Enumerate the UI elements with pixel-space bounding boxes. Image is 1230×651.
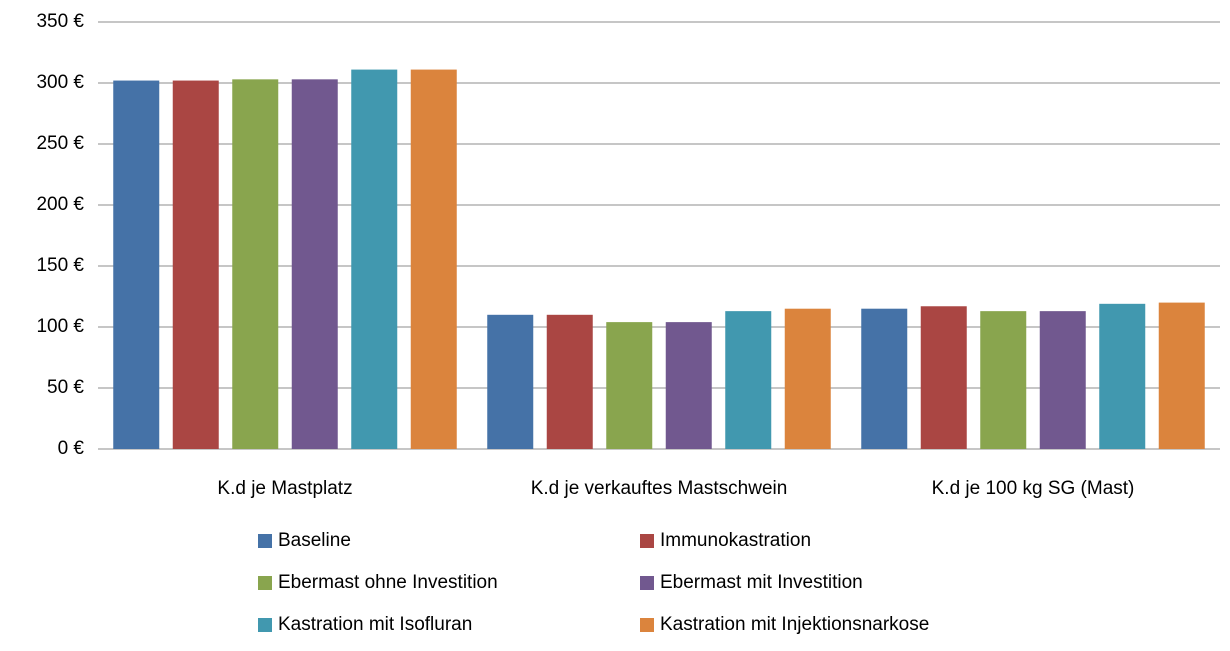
bar bbox=[546, 314, 593, 449]
x-tick-label: K.d je Mastplatz bbox=[217, 478, 352, 499]
legend-label: Ebermast mit Investition bbox=[660, 572, 863, 593]
bar bbox=[232, 79, 279, 449]
y-tick-label: 50 € bbox=[47, 377, 84, 398]
bar bbox=[1039, 311, 1086, 449]
bar bbox=[725, 311, 772, 449]
y-tick-label: 350 € bbox=[36, 11, 84, 32]
legend-label: Kastration mit Injektionsnarkose bbox=[660, 614, 929, 635]
bar bbox=[606, 322, 653, 449]
legend-swatch bbox=[640, 618, 654, 632]
legend-swatch bbox=[258, 618, 272, 632]
bar bbox=[291, 79, 338, 449]
bar bbox=[172, 80, 219, 449]
legend-swatch bbox=[258, 576, 272, 590]
legend-swatch bbox=[640, 576, 654, 590]
x-tick-label: K.d je verkauftes Mastschwein bbox=[531, 478, 788, 499]
y-tick-label: 100 € bbox=[36, 316, 84, 337]
y-tick-label: 250 € bbox=[36, 133, 84, 154]
legend-label: Kastration mit Isofluran bbox=[278, 614, 472, 635]
y-tick-label: 150 € bbox=[36, 255, 84, 276]
bar bbox=[1099, 303, 1146, 449]
bar bbox=[920, 306, 967, 449]
y-tick-label: 0 € bbox=[58, 438, 85, 459]
legend-swatch bbox=[258, 534, 272, 548]
bar bbox=[980, 311, 1027, 449]
bar bbox=[487, 314, 534, 449]
legend-swatch bbox=[640, 534, 654, 548]
legend-label: Baseline bbox=[278, 530, 351, 551]
bar bbox=[410, 69, 457, 449]
bar bbox=[784, 308, 831, 449]
bar bbox=[113, 80, 160, 449]
bar bbox=[861, 308, 908, 449]
y-tick-label: 300 € bbox=[36, 72, 84, 93]
bar bbox=[1158, 302, 1205, 449]
x-tick-label: K.d je 100 kg SG (Mast) bbox=[932, 478, 1135, 499]
legend-label: Immunokastration bbox=[660, 530, 811, 551]
legend-label: Ebermast ohne Investition bbox=[278, 572, 498, 593]
bar bbox=[351, 69, 398, 449]
bar bbox=[665, 322, 712, 449]
y-tick-label: 200 € bbox=[36, 194, 84, 215]
